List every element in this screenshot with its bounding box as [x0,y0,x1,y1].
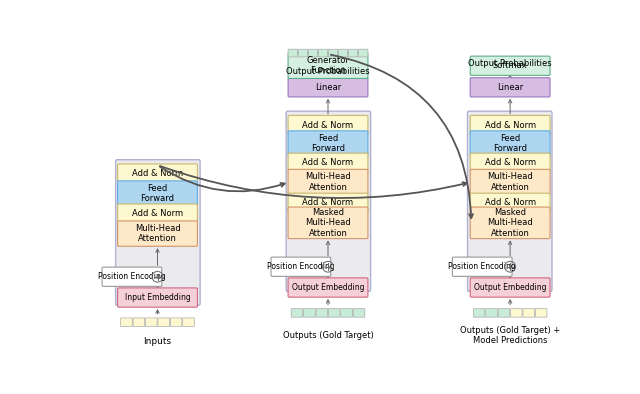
FancyBboxPatch shape [353,309,365,317]
FancyBboxPatch shape [291,309,303,317]
FancyBboxPatch shape [118,181,197,206]
Text: Linear: Linear [497,83,524,92]
Text: Multi-Head
Attention: Multi-Head Attention [305,172,351,192]
FancyBboxPatch shape [535,309,547,317]
FancyBboxPatch shape [288,115,368,135]
Text: Feed
Forward: Feed Forward [141,184,175,203]
FancyBboxPatch shape [470,131,550,156]
Text: Feed
Forward: Feed Forward [493,134,527,153]
FancyBboxPatch shape [470,115,550,135]
FancyBboxPatch shape [470,207,550,239]
FancyBboxPatch shape [182,318,195,326]
Text: Multi-Head
Attention: Multi-Head Attention [134,224,180,243]
FancyBboxPatch shape [339,49,348,57]
FancyBboxPatch shape [286,111,371,292]
FancyBboxPatch shape [328,49,338,57]
Text: Softmax: Softmax [493,61,527,70]
FancyBboxPatch shape [271,257,331,276]
FancyBboxPatch shape [523,309,534,317]
FancyBboxPatch shape [498,309,509,317]
FancyBboxPatch shape [118,204,197,223]
FancyBboxPatch shape [133,318,145,326]
FancyBboxPatch shape [288,78,368,97]
FancyBboxPatch shape [470,56,550,75]
FancyBboxPatch shape [303,309,316,317]
FancyBboxPatch shape [358,49,368,57]
Text: Multi-Head
Attention: Multi-Head Attention [487,172,533,192]
Text: Output Probabilities: Output Probabilities [468,59,552,68]
Text: Add & Norm: Add & Norm [484,198,536,207]
Text: Add & Norm: Add & Norm [303,121,353,130]
FancyBboxPatch shape [470,278,550,297]
FancyBboxPatch shape [170,318,182,326]
Text: Outputs (Gold Target): Outputs (Gold Target) [283,331,373,340]
Text: Add & Norm: Add & Norm [484,121,536,130]
FancyBboxPatch shape [340,309,353,317]
Text: Masked
Multi-Head
Attention: Masked Multi-Head Attention [487,208,533,238]
FancyBboxPatch shape [349,49,358,57]
Text: Add & Norm: Add & Norm [303,198,353,207]
Text: Input Embedding: Input Embedding [125,293,190,302]
FancyBboxPatch shape [452,257,512,276]
FancyBboxPatch shape [511,309,522,317]
FancyBboxPatch shape [288,169,368,195]
Text: Outputs (Gold Target) +
Model Predictions: Outputs (Gold Target) + Model Prediction… [460,325,560,345]
Text: Add & Norm: Add & Norm [132,209,183,218]
FancyBboxPatch shape [288,207,368,239]
Text: Masked
Multi-Head
Attention: Masked Multi-Head Attention [305,208,351,238]
FancyBboxPatch shape [328,309,340,317]
Text: Output Probabilities: Output Probabilities [286,67,370,76]
FancyBboxPatch shape [470,153,550,173]
FancyBboxPatch shape [467,111,552,292]
FancyBboxPatch shape [118,288,197,307]
FancyBboxPatch shape [470,193,550,212]
FancyBboxPatch shape [470,78,550,97]
Text: Add & Norm: Add & Norm [484,158,536,167]
FancyBboxPatch shape [288,193,368,212]
FancyBboxPatch shape [158,318,170,326]
FancyBboxPatch shape [288,49,298,57]
FancyBboxPatch shape [288,153,368,173]
Text: Add & Norm: Add & Norm [132,169,183,178]
FancyBboxPatch shape [145,318,157,326]
Text: Position Encoding: Position Encoding [98,272,166,281]
FancyBboxPatch shape [486,309,497,317]
FancyBboxPatch shape [288,131,368,156]
Text: Add & Norm: Add & Norm [303,158,353,167]
FancyBboxPatch shape [470,169,550,195]
FancyBboxPatch shape [318,49,328,57]
Text: Position Encoding: Position Encoding [449,262,516,271]
Text: Inputs: Inputs [143,337,172,346]
Text: Output Embedding: Output Embedding [292,283,364,292]
FancyBboxPatch shape [121,318,132,326]
FancyBboxPatch shape [288,278,368,297]
FancyBboxPatch shape [474,309,485,317]
Text: Generator
Function: Generator Function [307,56,349,76]
FancyBboxPatch shape [316,309,328,317]
FancyBboxPatch shape [118,221,197,246]
FancyBboxPatch shape [118,164,197,183]
FancyBboxPatch shape [116,160,200,305]
FancyBboxPatch shape [298,49,307,57]
Text: Output Embedding: Output Embedding [474,283,547,292]
FancyBboxPatch shape [102,267,162,286]
Text: Linear: Linear [315,83,341,92]
Text: Feed
Forward: Feed Forward [311,134,345,153]
FancyBboxPatch shape [308,49,317,57]
FancyBboxPatch shape [288,53,368,78]
Text: Position Encoding: Position Encoding [267,262,335,271]
